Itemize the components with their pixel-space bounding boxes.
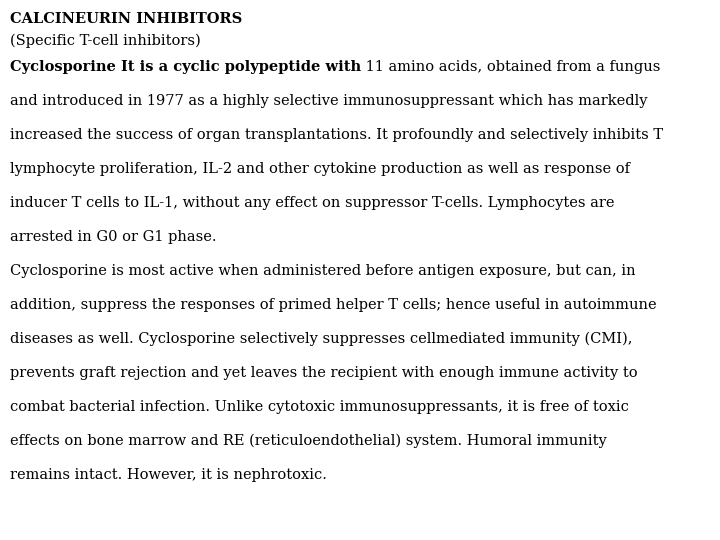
Text: addition, suppress the responses of primed helper T cells; hence useful in autoi: addition, suppress the responses of prim… [10, 298, 657, 312]
Text: inducer T cells to IL-1, without any effect on suppressor T-cells. Lymphocytes a: inducer T cells to IL-1, without any eff… [10, 196, 614, 210]
Text: remains intact. However, it is nephrotoxic.: remains intact. However, it is nephrotox… [10, 468, 327, 482]
Text: effects on bone marrow and RE (reticuloendothelial) system. Humoral immunity: effects on bone marrow and RE (reticuloe… [10, 434, 607, 448]
Text: diseases as well. Cyclosporine selectively suppresses cellmediated immunity (CMI: diseases as well. Cyclosporine selective… [10, 332, 632, 346]
Text: Cyclosporine is most active when administered before antigen exposure, but can, : Cyclosporine is most active when adminis… [10, 264, 636, 278]
Text: lymphocyte proliferation, IL-2 and other cytokine production as well as response: lymphocyte proliferation, IL-2 and other… [10, 162, 630, 176]
Text: increased the success of organ transplantations. It profoundly and selectively i: increased the success of organ transplan… [10, 128, 663, 142]
Text: Cyclosporine It is a cyclic polypeptide with: Cyclosporine It is a cyclic polypeptide … [10, 60, 361, 74]
Text: arrested in G0 or G1 phase.: arrested in G0 or G1 phase. [10, 230, 217, 244]
Text: combat bacterial infection. Unlike cytotoxic immunosuppressants, it is free of t: combat bacterial infection. Unlike cytot… [10, 400, 629, 414]
Text: and introduced in 1977 as a highly selective immunosuppressant which has markedl: and introduced in 1977 as a highly selec… [10, 94, 647, 108]
Text: (Specific T-cell inhibitors): (Specific T-cell inhibitors) [10, 34, 201, 49]
Text: 11 amino acids, obtained from a fungus: 11 amino acids, obtained from a fungus [361, 60, 660, 74]
Text: CALCINEURIN INHIBITORS: CALCINEURIN INHIBITORS [10, 12, 242, 26]
Text: prevents graft rejection and yet leaves the recipient with enough immune activit: prevents graft rejection and yet leaves … [10, 366, 638, 380]
